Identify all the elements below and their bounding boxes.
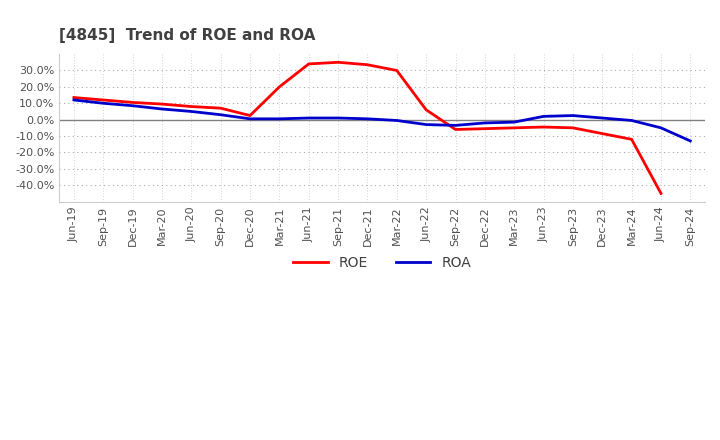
- ROE: [275, 84, 284, 89]
- ROA: [275, 116, 284, 121]
- ROE: [392, 68, 401, 73]
- ROE: [598, 131, 606, 136]
- ROE: [422, 107, 431, 113]
- ROA: [363, 116, 372, 121]
- ROE: [128, 100, 137, 105]
- ROA: [246, 116, 254, 121]
- Line: ROE: ROE: [74, 62, 661, 194]
- ROE: [99, 97, 107, 103]
- ROA: [392, 118, 401, 123]
- ROA: [70, 97, 78, 103]
- ROE: [451, 127, 460, 132]
- ROE: [657, 191, 665, 196]
- ROA: [334, 115, 343, 121]
- ROE: [569, 125, 577, 131]
- ROE: [510, 125, 518, 131]
- ROE: [539, 125, 548, 130]
- ROE: [216, 106, 225, 111]
- Line: ROA: ROA: [74, 100, 690, 141]
- ROE: [70, 95, 78, 100]
- Text: [4845]  Trend of ROE and ROA: [4845] Trend of ROE and ROA: [59, 28, 315, 43]
- ROE: [246, 113, 254, 118]
- ROA: [480, 120, 489, 125]
- ROA: [686, 138, 695, 143]
- ROA: [627, 118, 636, 123]
- ROA: [305, 115, 313, 121]
- ROA: [187, 109, 196, 114]
- ROA: [216, 112, 225, 117]
- ROA: [422, 122, 431, 127]
- ROE: [363, 62, 372, 67]
- ROE: [305, 61, 313, 66]
- ROA: [158, 106, 166, 112]
- ROE: [158, 102, 166, 107]
- ROA: [539, 114, 548, 119]
- ROE: [627, 137, 636, 142]
- ROE: [187, 104, 196, 109]
- ROA: [598, 115, 606, 121]
- Legend: ROE, ROA: ROE, ROA: [287, 251, 477, 276]
- ROA: [99, 101, 107, 106]
- ROA: [510, 120, 518, 125]
- ROE: [480, 126, 489, 131]
- ROA: [451, 123, 460, 128]
- ROE: [334, 60, 343, 65]
- ROA: [128, 103, 137, 108]
- ROA: [657, 125, 665, 131]
- ROA: [569, 113, 577, 118]
